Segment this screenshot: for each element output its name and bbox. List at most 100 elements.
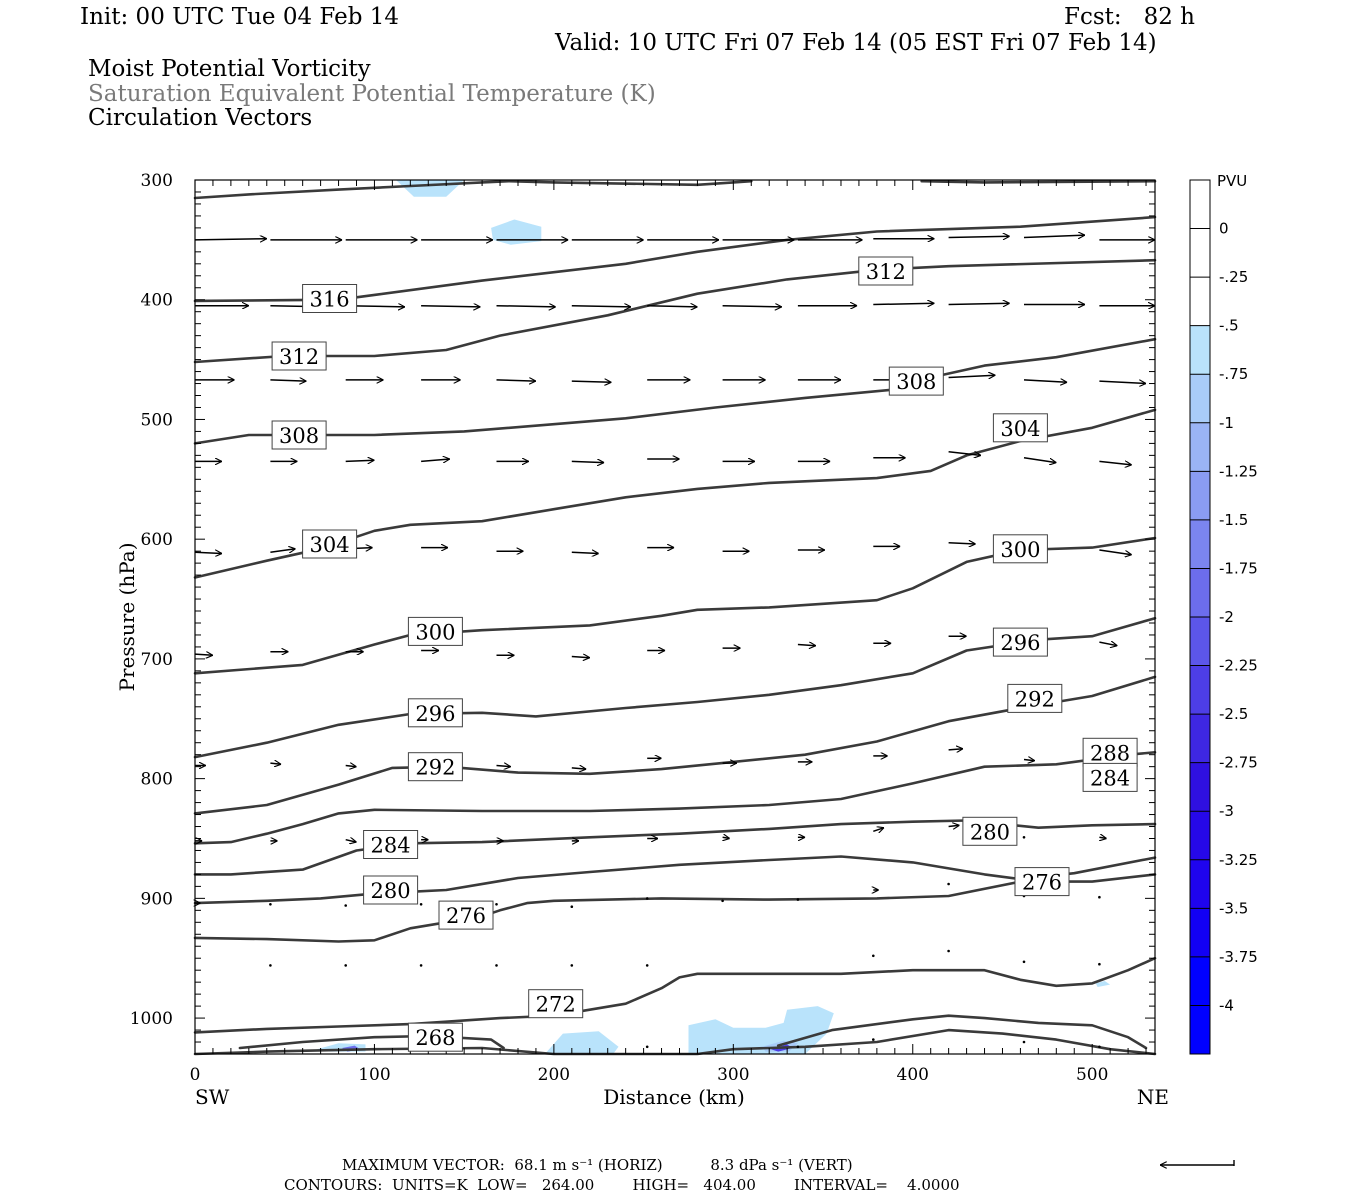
vector-956-1 — [344, 964, 348, 967]
vector-467-12 — [1099, 381, 1146, 383]
vector-790-5 — [571, 768, 586, 769]
vector-1022-3 — [1022, 1040, 1026, 1044]
valid-time: Valid: 10 UTC Fri 07 Feb 14 (05 EST Fri … — [555, 30, 1157, 56]
vector-956-6 — [872, 954, 875, 958]
contour-308-4 — [193, 337, 1157, 445]
plot-frame — [194, 179, 1156, 1055]
y-tick-label-1000: 1000 — [130, 1009, 173, 1029]
vector-535-5 — [571, 461, 604, 462]
contour-292-8 — [193, 675, 1157, 815]
vector-467-5 — [571, 381, 612, 382]
circulation-vector-layer — [195, 235, 1155, 1049]
vector-535-12 — [1099, 460, 1131, 465]
contour-label-268-21: 268 — [407, 1022, 463, 1052]
contour-label-box — [271, 420, 327, 450]
colorbar-label: -.75 — [1219, 365, 1248, 383]
vector-467-10 — [948, 375, 996, 377]
contour-label-text: 312 — [866, 260, 906, 284]
x-axis-title: Distance (km) — [603, 1085, 745, 1109]
contour-label-text: 272 — [536, 993, 576, 1017]
contour-label-layer: 316 312 312 308 308 304 304 300 300 296 296 292 292 2… — [271, 256, 1138, 1052]
vector-697-5 — [571, 657, 590, 658]
y-axis-title: Pressure (hPa) — [115, 543, 139, 692]
contour-label-text: 276 — [446, 904, 486, 928]
vector-956-2 — [419, 964, 423, 967]
tick-layer: 300 400 500 600 700 800 900 1000 0 100 200 300 400 50… — [130, 171, 1155, 1085]
y-tick-label-600: 600 — [141, 530, 173, 550]
contour-276-12 — [193, 873, 1157, 943]
contour-label-296-9: 296 — [407, 698, 463, 728]
x-tick-label-200: 200 — [538, 1065, 570, 1085]
vector-612-10 — [948, 543, 976, 544]
vector-405-7 — [722, 306, 782, 307]
contour-label-308-4: 308 — [888, 366, 944, 396]
contour-label-box — [858, 256, 914, 286]
vector-852-11 — [1022, 836, 1026, 839]
contour-label-292-11: 292 — [407, 752, 463, 782]
contour-label-box — [528, 989, 584, 1019]
contour-label-box — [407, 752, 463, 782]
vector-405-10 — [948, 303, 1010, 304]
contour-280-11 — [193, 855, 1157, 905]
vector-905-10 — [947, 882, 950, 886]
vector-350-10 — [948, 236, 1010, 237]
contour-label-316-0: 316 — [302, 284, 358, 313]
colorbar-bin-8 — [1190, 617, 1210, 667]
vector-956-3 — [495, 964, 498, 967]
contour-label-300-8: 300 — [992, 534, 1048, 564]
colorbar-label: -1.75 — [1219, 559, 1258, 577]
contour-label-312-1: 312 — [271, 341, 327, 371]
y-tick-label-700: 700 — [141, 650, 173, 670]
vector-535-2 — [345, 460, 375, 461]
colorbar-label: -.25 — [1219, 268, 1248, 286]
contour-label-text: 284 — [1090, 766, 1130, 790]
y-tick-label-400: 400 — [141, 291, 173, 311]
vector-350-11 — [1023, 235, 1085, 237]
vector-535-11 — [1023, 457, 1056, 463]
vector-1022-1 — [796, 1045, 800, 1049]
contour-label-box — [407, 1022, 463, 1052]
vector-905-8 — [796, 898, 800, 901]
contour-label-box — [363, 875, 419, 905]
vector-905-3 — [419, 903, 423, 906]
vector-905-6 — [645, 897, 649, 900]
x-tick-label-400: 400 — [897, 1065, 929, 1085]
contour-label-288-13: 288 — [1082, 737, 1138, 767]
vector-790-2 — [345, 766, 357, 767]
pv-region-1 — [491, 219, 542, 245]
vector-905-4 — [495, 903, 498, 906]
colorbar-bin-9 — [1190, 665, 1210, 715]
vector-697-8 — [797, 645, 816, 646]
legend-vector — [1160, 1160, 1235, 1166]
colorbar-bin-11 — [1190, 762, 1210, 812]
contour-label-box — [302, 529, 358, 559]
contour-label-text: 292 — [415, 756, 455, 780]
contour-label-text: 300 — [1000, 538, 1040, 562]
colorbar-bin-16 — [1190, 1005, 1210, 1055]
colorbar-bin-4 — [1190, 422, 1210, 472]
vector-852-12 — [1099, 837, 1106, 838]
vector-852-10 — [948, 825, 960, 826]
colorbar-label: 0 — [1219, 220, 1229, 238]
x-axis-left-end-label: SW — [195, 1085, 230, 1109]
contour-label-box — [992, 413, 1048, 443]
vector-405-5 — [571, 306, 631, 307]
contour-label-box — [302, 284, 358, 313]
vector-905-1 — [269, 903, 272, 906]
vector-790-10 — [948, 749, 963, 750]
contour-label-text: 316 — [310, 288, 350, 312]
colorbar-label: -2.75 — [1219, 754, 1258, 772]
contour-label-box — [363, 830, 419, 859]
vector-1022-4 — [1098, 1045, 1101, 1049]
pv-region-3 — [688, 1006, 834, 1054]
vector-535-10 — [948, 451, 981, 456]
contour-label-text: 304 — [1000, 417, 1040, 441]
colorbar-bin-7 — [1190, 568, 1210, 618]
colorbar-bin-3 — [1190, 374, 1210, 424]
vector-535-3 — [421, 459, 450, 461]
colorbar-bin-top — [1190, 180, 1210, 229]
contour-label-text: 276 — [1022, 871, 1062, 895]
vector-905-2 — [344, 904, 348, 907]
vector-852-7 — [723, 837, 730, 838]
